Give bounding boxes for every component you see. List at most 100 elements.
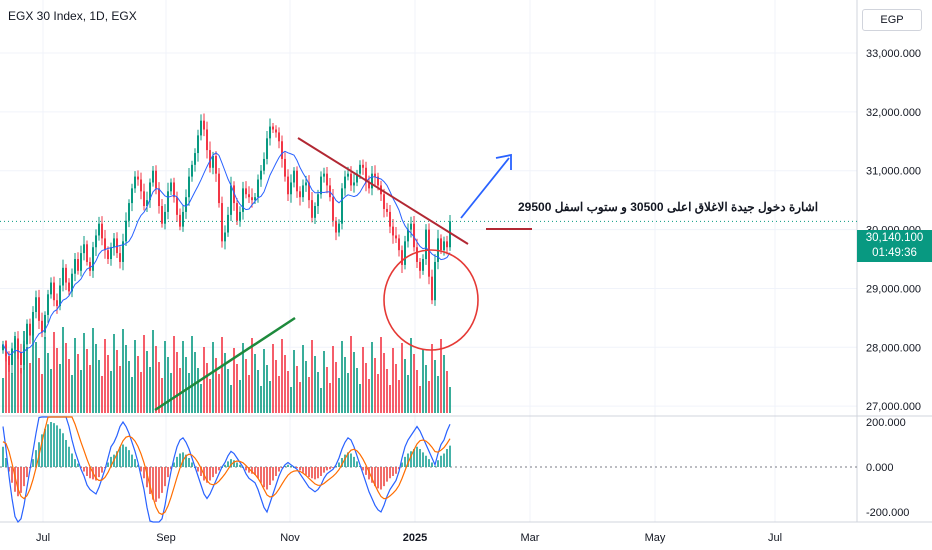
- candle: [269, 126, 271, 139]
- candle: [173, 182, 175, 198]
- candle: [35, 297, 37, 312]
- candle: [368, 182, 370, 189]
- volume-bar: [119, 366, 121, 413]
- currency-badge[interactable]: EGP: [862, 9, 922, 31]
- macd-bar: [287, 464, 289, 467]
- macd-bar: [275, 467, 277, 476]
- macd-bar: [428, 459, 430, 467]
- volume-bar: [248, 375, 250, 413]
- volume-bar: [377, 374, 379, 413]
- macd-bar: [86, 467, 88, 476]
- volume-bar: [416, 370, 418, 413]
- volume-bar: [218, 374, 220, 413]
- candle: [290, 182, 292, 195]
- macd-bar: [344, 454, 346, 467]
- volume-bar: [146, 351, 148, 413]
- candle: [374, 173, 376, 177]
- macd-tick-label: 0.000: [866, 462, 894, 474]
- volume-bar: [86, 349, 88, 413]
- macd-bar: [116, 451, 118, 467]
- volume-bar: [221, 337, 223, 413]
- candle: [2, 344, 4, 351]
- volume-bar: [365, 363, 367, 413]
- candle: [296, 170, 298, 192]
- macd-bar: [224, 464, 226, 467]
- candle: [8, 356, 10, 365]
- volume-bar: [173, 336, 175, 413]
- volume-bar: [275, 360, 277, 413]
- candle: [353, 182, 355, 186]
- candle: [449, 221, 451, 248]
- volume-bar: [449, 387, 451, 413]
- macd-bar: [176, 456, 178, 467]
- candle: [386, 208, 388, 212]
- macd-bar: [263, 467, 265, 488]
- volume-bar: [47, 353, 49, 413]
- macd-bar: [209, 467, 211, 481]
- candle: [317, 194, 319, 207]
- candle: [119, 253, 121, 262]
- macd-bar: [125, 446, 127, 467]
- candle: [275, 129, 277, 133]
- macd-bar: [410, 451, 412, 467]
- candle: [59, 285, 61, 307]
- macd-bar: [299, 467, 301, 471]
- macd-bar: [146, 467, 148, 488]
- candle: [86, 244, 88, 262]
- macd-bar: [434, 465, 436, 467]
- volume-bar: [32, 326, 34, 413]
- last-price-countdown: 01:49:36: [872, 247, 917, 259]
- candle: [188, 176, 190, 198]
- volume-bar: [38, 358, 40, 413]
- candle: [308, 182, 310, 201]
- macd-bar: [137, 464, 139, 467]
- macd-line: [2, 416, 451, 524]
- volume-bar: [5, 341, 7, 413]
- candle: [263, 158, 265, 171]
- volume-bar: [320, 388, 322, 413]
- macd-bar: [314, 467, 316, 480]
- macd-bar: [8, 467, 10, 472]
- volume-bar: [407, 375, 409, 413]
- volume-bar: [317, 372, 319, 413]
- volume-bar: [293, 350, 295, 413]
- volume-bar: [215, 358, 217, 413]
- macd-bar: [218, 467, 220, 471]
- macd-bar: [353, 456, 355, 467]
- volume-bar: [323, 351, 325, 413]
- candle: [44, 314, 46, 333]
- macd-bar: [332, 467, 334, 469]
- macd-bar: [53, 423, 55, 467]
- macd-bar: [155, 467, 157, 502]
- candle: [74, 259, 76, 274]
- candle: [230, 185, 232, 215]
- macd-bar: [227, 461, 229, 467]
- macd-bar: [161, 467, 163, 493]
- macd-bar: [200, 467, 202, 476]
- volume-bar: [20, 368, 22, 413]
- volume-bar: [245, 359, 247, 413]
- candle: [416, 247, 418, 262]
- macd-bar: [425, 455, 427, 467]
- volume-bar: [299, 382, 301, 413]
- volume-bar: [161, 378, 163, 413]
- volume-bar: [35, 342, 37, 413]
- macd-bar: [323, 467, 325, 473]
- volume-bar: [41, 374, 43, 413]
- macd-bar: [32, 459, 34, 467]
- volume-bar: [14, 336, 16, 413]
- candle: [254, 197, 256, 201]
- candle: [38, 297, 40, 321]
- macd-tick-label: -200.000: [866, 507, 909, 519]
- volume-bar: [434, 360, 436, 413]
- volume-bars: [2, 326, 451, 413]
- macd-bar: [41, 434, 43, 467]
- candle: [362, 164, 364, 168]
- macd-bar: [149, 467, 151, 494]
- volume-bar: [335, 362, 337, 413]
- volume-bar: [122, 329, 124, 413]
- volume-bar: [446, 371, 448, 413]
- volume-bar: [251, 338, 253, 413]
- macd-bar: [23, 467, 25, 487]
